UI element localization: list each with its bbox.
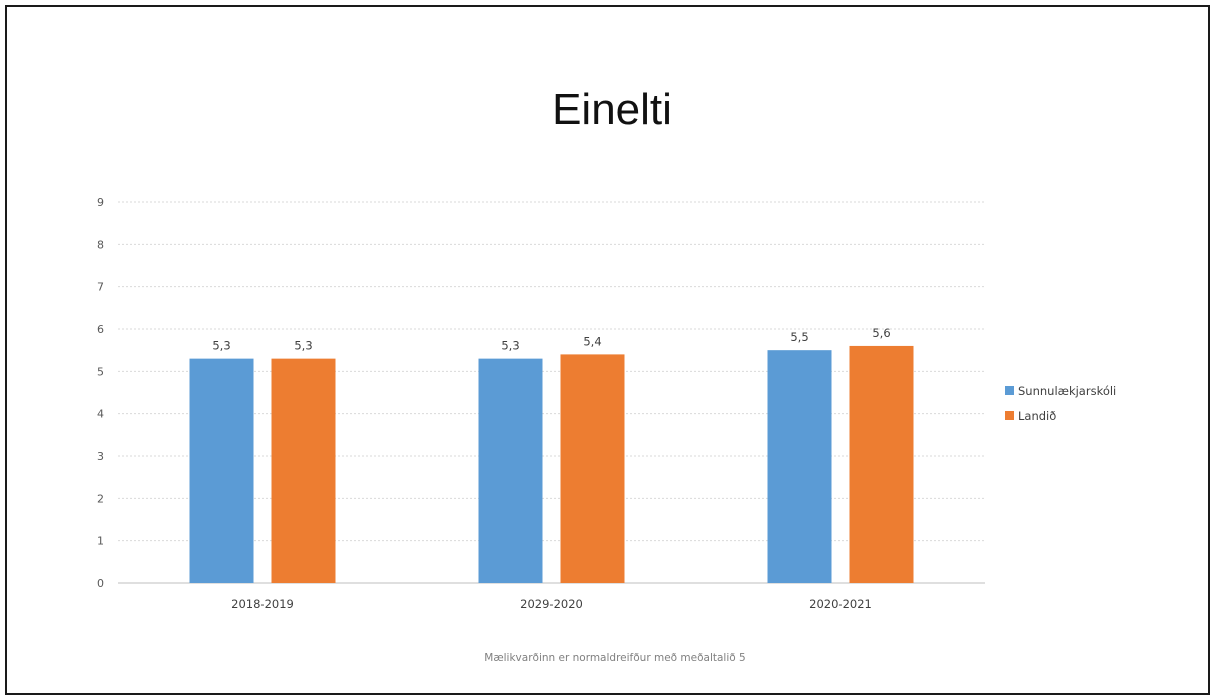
data-label: 5,3 [501,339,519,353]
legend-swatch [1005,411,1014,420]
x-category-label: 2029-2020 [520,597,583,611]
x-axis-categories: 2018-2019 2029-2020 2020-2021 [231,597,872,611]
y-tick-label: 9 [97,196,104,209]
y-tick-label: 5 [97,365,104,378]
legend: Sunnulækjarskóli Landið [1005,384,1116,423]
y-tick-label: 4 [97,408,104,421]
y-tick-label: 1 [97,535,104,548]
y-tick-label: 6 [97,323,104,336]
y-tick-label: 3 [97,450,104,463]
data-label: 5,5 [790,330,808,344]
data-label: 5,6 [872,326,890,340]
bar [271,358,336,583]
legend-swatch [1005,386,1014,395]
legend-entry: Sunnulækjarskóli [1018,384,1116,398]
bar [767,350,832,583]
chart-footnote: Mælikvarðinn er normaldreifður með meðal… [484,652,745,664]
gridlines [118,201,985,584]
bar [478,358,543,583]
bars [189,345,914,583]
y-tick-label: 7 [97,281,104,294]
data-label: 5,3 [294,339,312,353]
y-tick-label: 8 [97,238,104,251]
bar [560,354,625,583]
y-axis-ticks: 0 1 2 3 4 5 6 7 8 9 [97,196,104,590]
x-category-label: 2018-2019 [231,597,294,611]
legend-entry: Landið [1018,409,1056,423]
bar [849,345,914,583]
data-labels: 5,3 5,3 5,3 5,4 5,5 5,6 [212,326,890,353]
data-label: 5,4 [583,334,601,348]
data-label: 5,3 [212,339,230,353]
x-category-label: 2020-2021 [809,597,872,611]
y-tick-label: 2 [97,492,104,505]
chart-title: Einelti [552,85,672,134]
bar [189,358,254,583]
y-tick-label: 0 [97,577,104,590]
